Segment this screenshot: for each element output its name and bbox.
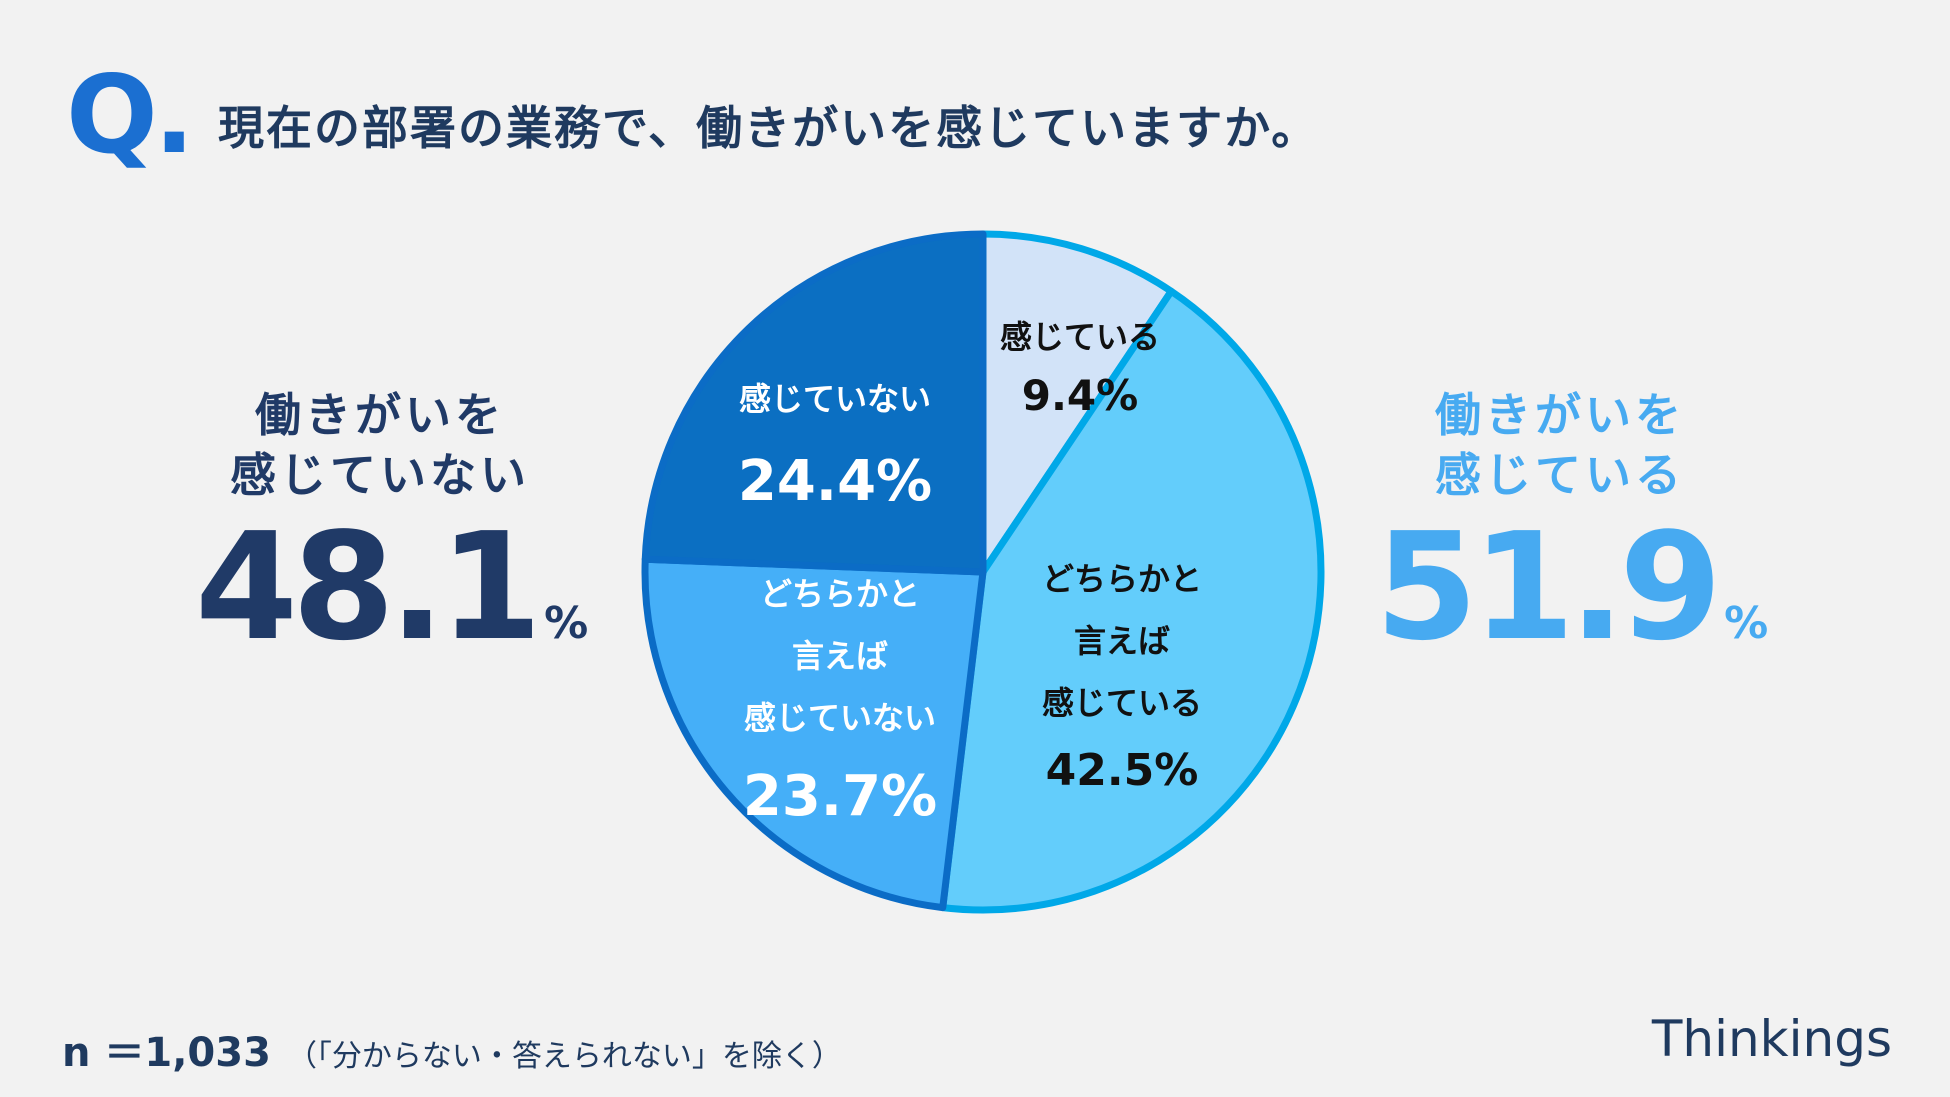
feeling-summary: 働きがいを 感じている 51.9% — [1375, 385, 1768, 661]
sample-note: n ＝1,033 （「分からない・答えられない」を除く） — [62, 1020, 842, 1078]
pie-slice-1 — [979, 230, 1175, 576]
slice-label-group-4: 感じていない 24.4% — [738, 380, 932, 514]
question-mark: Q. — [66, 53, 195, 178]
pie-slice-4 — [641, 230, 987, 576]
not-feeling-total: 48.1 — [195, 501, 542, 673]
feeling-label-line1: 働きがいを — [1435, 388, 1685, 442]
slice-value-label: 23.7% — [743, 764, 937, 829]
brand-logo: Thinkings — [1651, 1010, 1892, 1068]
slice-value-label: 42.5% — [1046, 745, 1199, 796]
not-feeling-label-line2: 感じていない — [230, 448, 530, 502]
slice-value-label: 9.4% — [1022, 371, 1138, 420]
question-text: 現在の部署の業務で、働きがいを感じていますか。 — [218, 101, 1320, 155]
not-feeling-unit: % — [544, 598, 589, 649]
not-feeling-summary: 働きがいを 感じていない 48.1% — [195, 385, 588, 661]
slice-label: 感じていない — [739, 380, 931, 418]
feeling-label-line2: 感じている — [1435, 448, 1685, 502]
slice-label: 言えば — [792, 637, 888, 675]
slice-label: 感じている — [1042, 684, 1202, 722]
sample-exclusion: （「分からない・答えられない」を除く） — [286, 1039, 842, 1074]
slice-label: どちらかと — [760, 575, 920, 613]
slice-label: 言えば — [1074, 622, 1170, 660]
sample-size: n ＝1,033 — [62, 1030, 271, 1076]
slice-label: どちらかと — [1042, 560, 1202, 598]
feeling-total: 51.9 — [1375, 501, 1722, 673]
slice-label: 感じていない — [744, 699, 936, 737]
slice-label-group-1: 感じている 9.4% — [1000, 318, 1160, 420]
slice-value-label: 24.4% — [738, 449, 932, 514]
pie-slice-2 — [939, 287, 1325, 914]
slice-label: 感じている — [1000, 318, 1160, 356]
pie-slice-3 — [641, 555, 987, 912]
feeling-unit: % — [1724, 598, 1769, 649]
not-feeling-label-line1: 働きがいを — [255, 388, 505, 442]
